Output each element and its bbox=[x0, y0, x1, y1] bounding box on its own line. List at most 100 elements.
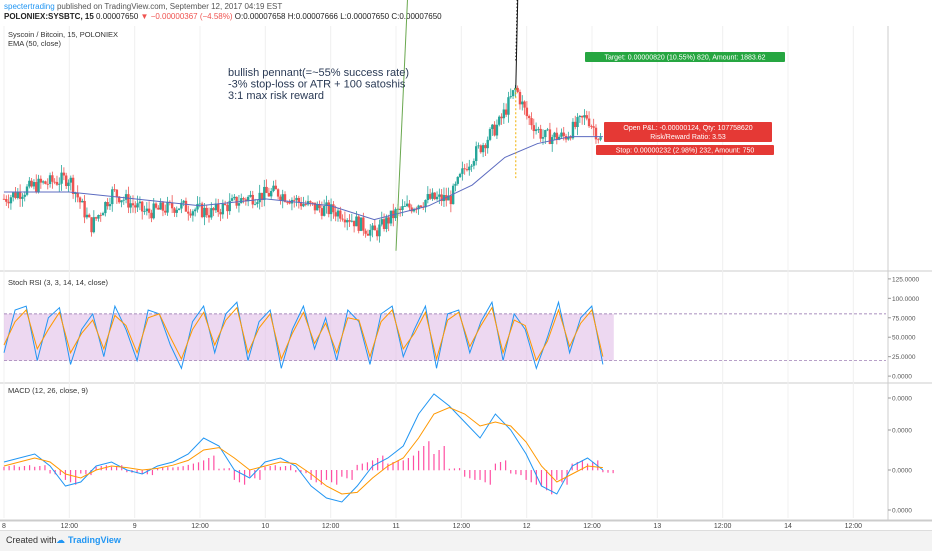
macd-hist-bar bbox=[284, 466, 287, 471]
candle-body bbox=[92, 217, 96, 233]
macd-hist-bar bbox=[325, 470, 328, 480]
macd-hist-bar bbox=[34, 466, 36, 471]
candle-body bbox=[521, 101, 524, 105]
candle-body bbox=[210, 208, 213, 218]
x-tick-label: 11 bbox=[392, 523, 399, 530]
macd-hist-bar bbox=[458, 468, 461, 471]
candle-body bbox=[281, 194, 284, 201]
pnl-label: Open P&L: -0.00000124, Qty: 107758620 bbox=[623, 125, 752, 132]
macd-hist-bar bbox=[69, 470, 72, 483]
candle-body bbox=[500, 116, 503, 119]
candle-body bbox=[226, 204, 229, 212]
macd-hist-bar bbox=[59, 470, 61, 476]
price-pane bbox=[2, 0, 603, 251]
macd-hist-bar bbox=[382, 455, 384, 471]
ema-line bbox=[4, 136, 603, 221]
macd-hist-bar bbox=[443, 446, 445, 471]
candle-body bbox=[134, 205, 137, 208]
macd-hist-bar bbox=[576, 462, 578, 471]
macd-hist-bar bbox=[136, 470, 138, 474]
candle-body bbox=[41, 181, 45, 183]
candle-body bbox=[249, 194, 252, 197]
candle-body bbox=[389, 210, 393, 224]
candle-body bbox=[62, 172, 66, 176]
macd-hist-bar bbox=[64, 470, 67, 480]
candle-body bbox=[74, 192, 77, 194]
candle-body bbox=[272, 185, 275, 192]
macd-hist-bar bbox=[505, 460, 507, 471]
candle-body bbox=[145, 208, 149, 212]
macd-hist-bar bbox=[464, 470, 466, 477]
macd-hist-bar bbox=[23, 466, 26, 471]
pnl-label-bg bbox=[604, 122, 772, 142]
footer: Created with ☁ TradingView bbox=[0, 530, 932, 551]
candle-body bbox=[537, 128, 540, 130]
macd-hist-bar bbox=[535, 470, 537, 485]
macd-hist-bar bbox=[418, 450, 420, 471]
candle-body bbox=[401, 206, 404, 210]
candle-body bbox=[518, 91, 522, 105]
candle-body bbox=[81, 200, 84, 203]
macd-hist-bar bbox=[602, 470, 604, 473]
candle-body bbox=[58, 183, 61, 185]
candle-body bbox=[454, 183, 457, 186]
candle-body bbox=[2, 198, 6, 200]
candle-body bbox=[348, 220, 351, 222]
candle-body bbox=[380, 219, 383, 225]
x-tick-label: 12:00 bbox=[453, 523, 471, 530]
candle-body bbox=[548, 129, 552, 145]
candle-body bbox=[592, 126, 595, 128]
candle-body bbox=[359, 217, 363, 231]
macd-hist-bar bbox=[295, 470, 297, 473]
candle-body bbox=[585, 115, 588, 119]
candle-body bbox=[334, 212, 337, 217]
candle-body bbox=[175, 209, 178, 213]
candle-body bbox=[475, 146, 478, 162]
macd-hist-bar bbox=[448, 468, 450, 471]
candle-body bbox=[371, 225, 374, 230]
brand-text[interactable]: TradingView bbox=[68, 535, 121, 545]
candle-body bbox=[120, 200, 123, 203]
candle-body bbox=[7, 201, 10, 204]
candle-body bbox=[283, 194, 287, 202]
macd-hist-bar bbox=[13, 465, 15, 471]
macd-hist-bar bbox=[551, 470, 553, 495]
candle-body bbox=[9, 197, 13, 204]
candle-body bbox=[263, 186, 266, 201]
candle-body bbox=[325, 202, 328, 206]
candle-body bbox=[246, 196, 250, 202]
macd-hist-bar bbox=[612, 470, 614, 474]
macd-hist-bar bbox=[397, 460, 399, 471]
candle-body bbox=[373, 225, 377, 231]
candle-body bbox=[504, 109, 508, 115]
candle-body bbox=[113, 189, 116, 191]
candle-body bbox=[205, 207, 208, 216]
macd-hist-bar bbox=[28, 465, 31, 471]
macd-hist-bar bbox=[75, 470, 77, 485]
macd-hist-bar bbox=[116, 466, 118, 471]
candle-body bbox=[433, 192, 436, 200]
macd-hist-bar bbox=[484, 470, 486, 483]
candle-body bbox=[357, 216, 360, 231]
macd-hist-bar bbox=[300, 470, 302, 473]
stoch-d-line bbox=[3, 306, 604, 362]
candle-body bbox=[240, 198, 243, 204]
macd-hist-bar bbox=[146, 470, 148, 475]
candle-body bbox=[182, 200, 185, 203]
macd-hist-bar bbox=[8, 466, 10, 471]
macd-hist-bar bbox=[489, 470, 491, 485]
rsi-y-tick-label: 125.0000 bbox=[892, 276, 919, 283]
candle-body bbox=[355, 216, 358, 227]
candle-body bbox=[458, 173, 462, 177]
candle-body bbox=[576, 117, 579, 128]
macd-hist-bar bbox=[228, 468, 230, 471]
candle-body bbox=[447, 195, 450, 201]
candle-body bbox=[451, 185, 455, 205]
candle-body bbox=[170, 202, 174, 209]
macd-hist-bar bbox=[366, 462, 369, 471]
macd-hist-bar bbox=[581, 460, 584, 471]
author-link[interactable]: spectertrading bbox=[4, 2, 55, 11]
candle-body bbox=[76, 192, 79, 198]
macd-hist-bar bbox=[361, 463, 363, 471]
